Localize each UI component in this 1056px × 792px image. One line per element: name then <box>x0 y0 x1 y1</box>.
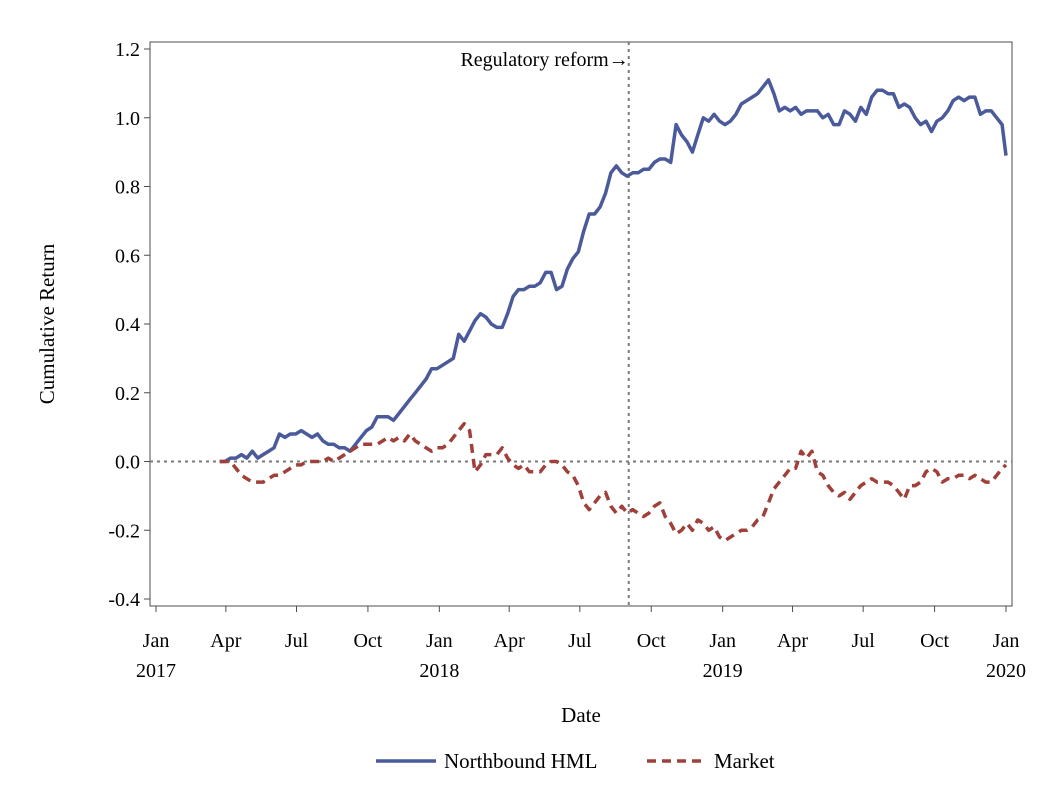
x-axis-title: Date <box>561 703 601 727</box>
reference-lines <box>150 42 1012 606</box>
x-tick-label: Oct <box>353 630 382 652</box>
legend-label: Market <box>714 749 775 773</box>
axes: -0.4 -0.2 0.0 0.2 0.4 0.6 0.8 1.0 1.2 Jan 2017 Apr J… <box>108 39 1026 682</box>
y-tick-label: 0.2 <box>115 383 140 405</box>
x-tick-label: Jan <box>426 630 453 652</box>
x-tick-label: Jan <box>143 630 170 652</box>
y-tick-label: 1.2 <box>115 39 140 61</box>
y-axis-title: Cumulative Return <box>35 243 59 404</box>
x-tick-label: Jan <box>709 630 736 652</box>
y-tick-label: 0.0 <box>115 452 140 474</box>
x-tick-label: Jan <box>993 630 1020 652</box>
series-line-market <box>219 421 1008 543</box>
plot-frame <box>149 41 1013 607</box>
series-lines <box>219 78 1008 543</box>
x-tick-year-label: 2017 <box>136 660 176 682</box>
legend-label: Northbound HML <box>444 749 597 773</box>
series-line-northbound-hml <box>219 78 1008 464</box>
y-tick-label: 1.0 <box>115 108 140 130</box>
x-tick-year-label: 2020 <box>986 660 1026 682</box>
y-tick-label: -0.2 <box>108 520 140 542</box>
x-tick-label: Apr <box>494 630 525 652</box>
x-tick-label: Oct <box>920 630 949 652</box>
y-tick-label: -0.4 <box>108 589 140 611</box>
x-tick-label: Jul <box>285 630 309 652</box>
x-tick-label: Apr <box>210 630 241 652</box>
y-tick-label: 0.4 <box>115 314 140 336</box>
regulatory-reform-annotation: Regulatory reform→ <box>460 49 628 71</box>
x-tick-year-label: 2018 <box>419 660 459 682</box>
x-tick-label: Apr <box>777 630 808 652</box>
x-tick-label: Jul <box>851 630 875 652</box>
x-tick-label: Jul <box>568 630 592 652</box>
x-tick-year-label: 2019 <box>703 660 743 682</box>
y-tick-label: 0.6 <box>115 245 140 267</box>
y-tick-label: 0.8 <box>115 177 140 199</box>
x-tick-label: Oct <box>637 630 666 652</box>
legend: Northbound HML Market <box>376 749 775 773</box>
